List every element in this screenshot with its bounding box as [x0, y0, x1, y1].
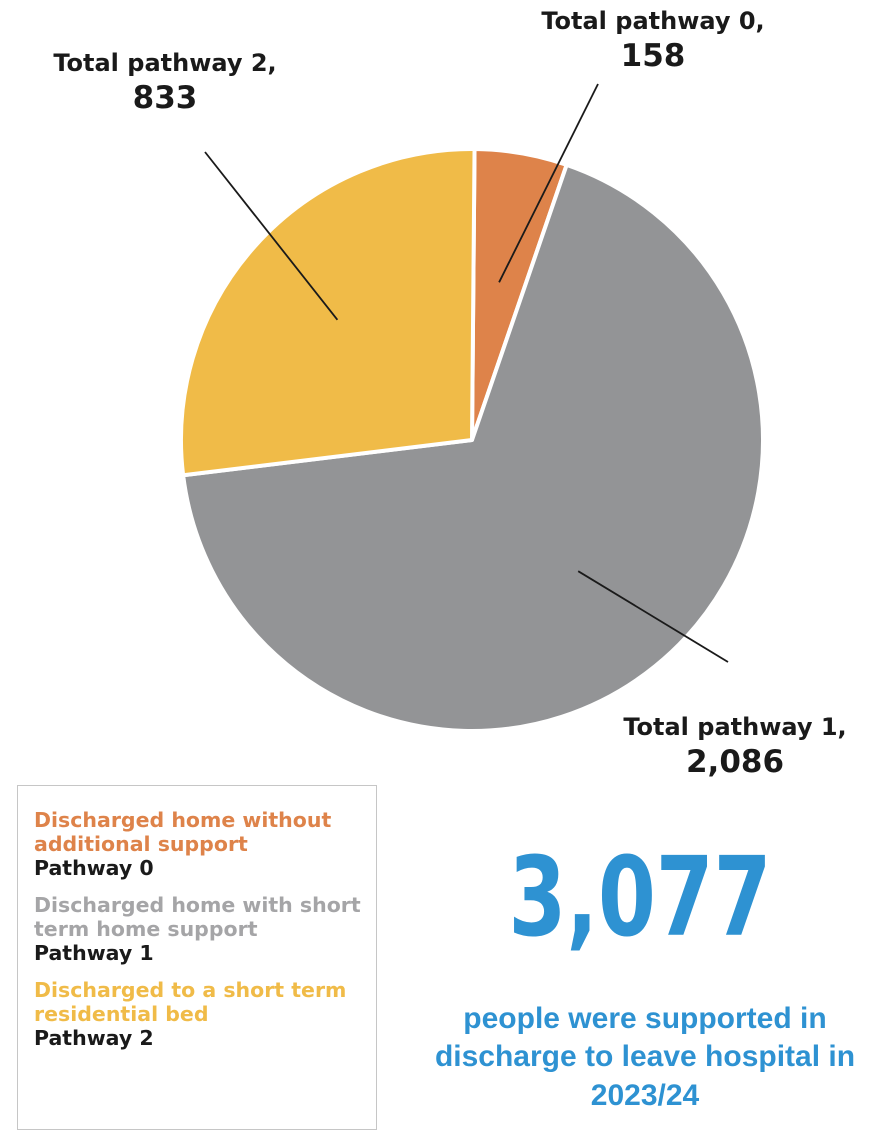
slice-label-pathway-1-value: 2,086 — [685, 743, 785, 780]
pie-slice-p2 — [179, 147, 477, 478]
slice-label-pathway-0: Total pathway 0, 158 — [508, 6, 798, 76]
slice-label-pathway-0-name: Total pathway 0, — [541, 7, 765, 35]
legend-item-pathway-0: Discharged home without additional suppo… — [34, 808, 376, 881]
slice-label-pathway-1-name: Total pathway 1, — [623, 713, 847, 741]
legend-pathway-label: Pathway 1 — [34, 940, 154, 965]
legend-description: Discharged to a short term residential b… — [34, 977, 347, 1026]
headline-caption: people were supported in discharge to le… — [434, 1002, 856, 1112]
legend-pathway-label: Pathway 0 — [34, 855, 154, 880]
leader-lines — [204, 83, 729, 663]
legend-box: Discharged home without additional suppo… — [17, 785, 377, 1130]
headline-number: 3,077 — [508, 833, 772, 961]
leader-line-p0 — [498, 83, 599, 283]
slice-label-pathway-0-value: 158 — [620, 37, 686, 74]
leader-line-p1 — [577, 570, 729, 663]
leader-line-p2 — [204, 151, 339, 321]
slice-label-pathway-2-name: Total pathway 2, — [53, 49, 277, 77]
legend-pathway-label: Pathway 2 — [34, 1025, 154, 1050]
pie-slices — [179, 147, 765, 733]
slice-label-pathway-2-value: 833 — [132, 79, 198, 116]
legend-description: Discharged home with short term home sup… — [34, 892, 361, 941]
legend-item-pathway-2: Discharged to a short term residential b… — [34, 978, 376, 1051]
legend-item-pathway-1: Discharged home with short term home sup… — [34, 893, 376, 966]
legend-description: Discharged home without additional suppo… — [34, 808, 332, 856]
pie-slice-p1 — [181, 162, 765, 733]
slice-label-pathway-1: Total pathway 1, 2,086 — [590, 712, 880, 782]
slice-label-pathway-2: Total pathway 2, 833 — [20, 48, 310, 118]
